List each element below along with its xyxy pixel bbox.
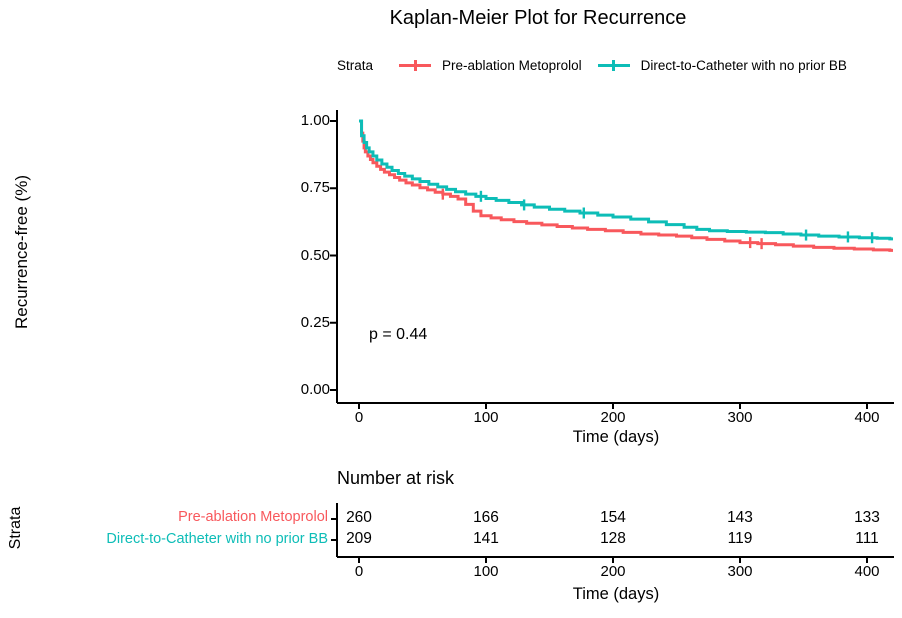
x-tick-label: 300 bbox=[727, 409, 753, 426]
km-curve-direct-to-catheter bbox=[359, 119, 893, 241]
risk-row-label-pre-ablation: Pre-ablation Metoprolol bbox=[178, 509, 328, 525]
risk-count: 141 bbox=[473, 530, 499, 547]
p-value-annotation: p = 0.44 bbox=[369, 326, 428, 343]
risk-count: 209 bbox=[346, 530, 372, 547]
x-axis-title-main: Time (days) bbox=[572, 428, 660, 446]
risk-table-x-tick-label: 100 bbox=[473, 563, 499, 580]
y-tick-label: 0.25 bbox=[300, 313, 330, 331]
x-axis-title-risk-table: Time (days) bbox=[572, 585, 660, 603]
risk-row-label-direct-to-catheter: Direct-to-Catheter with no prior BB bbox=[106, 531, 328, 547]
y-tick-label: 0.75 bbox=[300, 179, 330, 197]
legend-item-direct-to-catheter: Direct-to-Catheter with no prior BB bbox=[640, 57, 847, 73]
risk-table-x-tick-label: 300 bbox=[727, 563, 753, 580]
page-title: Kaplan-Meier Plot for Recurrence bbox=[389, 7, 687, 29]
km-curve-pre-ablation bbox=[359, 119, 893, 252]
x-tick-label: 200 bbox=[600, 409, 626, 426]
risk-count: 166 bbox=[473, 509, 499, 526]
legend-key-direct-to-catheter-icon bbox=[597, 57, 630, 73]
x-tick-label: 0 bbox=[354, 409, 364, 426]
risk-count: 128 bbox=[600, 530, 626, 547]
legend-key-pre-ablation-icon bbox=[399, 57, 432, 73]
risk-count: 154 bbox=[600, 509, 626, 526]
risk-count: 143 bbox=[727, 509, 753, 526]
y-tick-label: 1.00 bbox=[300, 112, 330, 129]
risk-count: 260 bbox=[346, 509, 372, 526]
risk-table-x-tick-label: 400 bbox=[854, 563, 880, 580]
risk-table-x-tick-label: 0 bbox=[354, 563, 364, 580]
risk-count: 111 bbox=[855, 530, 879, 547]
y-tick-label: 0.00 bbox=[300, 381, 330, 398]
legend-strata-label: Strata bbox=[337, 57, 374, 73]
x-tick-label: 100 bbox=[473, 409, 499, 426]
risk-table-x-tick-label: 200 bbox=[600, 563, 626, 580]
risk-count: 119 bbox=[727, 530, 753, 547]
y-tick-label: 0.50 bbox=[300, 246, 330, 264]
legend-item-pre-ablation: Pre-ablation Metoprolol bbox=[442, 57, 582, 73]
legend: Strata Pre-ablation Metoprolol Direct-to… bbox=[337, 55, 863, 75]
key-censor-tick bbox=[612, 59, 616, 71]
key-censor-tick bbox=[413, 59, 417, 71]
risk-table-heading: Number at risk bbox=[337, 468, 455, 488]
risk-count: 133 bbox=[854, 509, 880, 526]
x-tick-label: 400 bbox=[854, 409, 880, 426]
